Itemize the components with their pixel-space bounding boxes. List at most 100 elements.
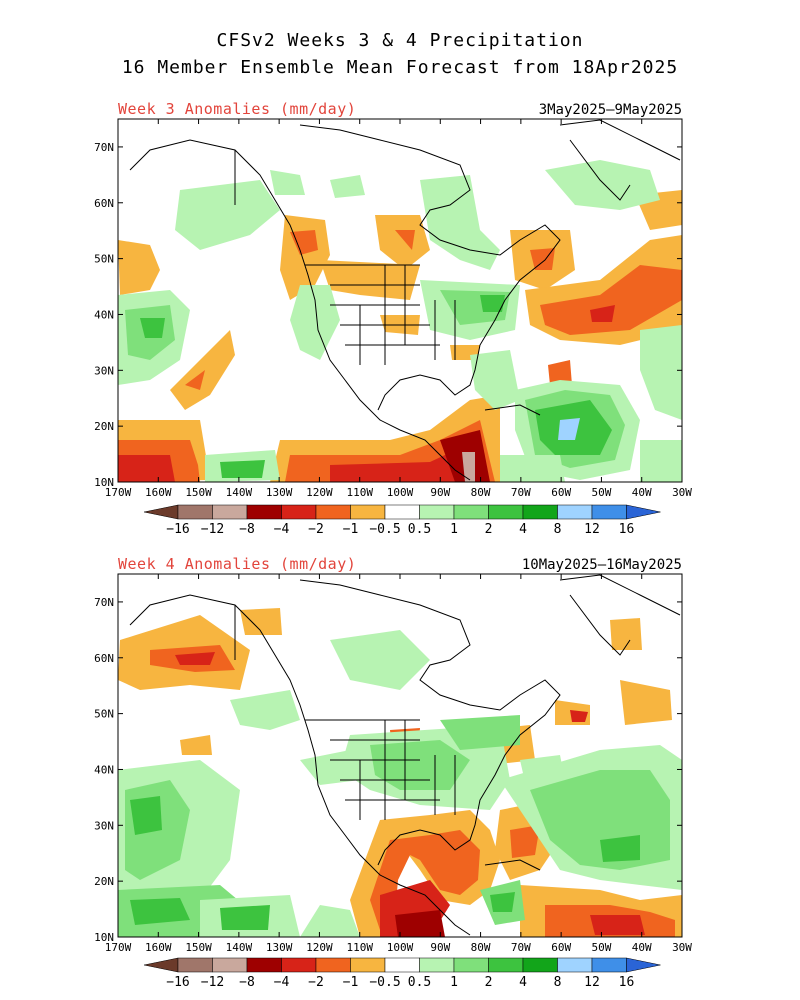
lon-label: 30W [672, 486, 692, 499]
week3-dates: 3May2025–9May2025 [538, 102, 682, 118]
lon-label: 110W [346, 941, 373, 954]
colorbar-swatch [315, 957, 351, 973]
week4-title: Week 4 Anomalies (mm/day) [118, 555, 357, 573]
colorbar-label: 16 [619, 522, 635, 537]
colorbar-label: −2 [308, 975, 324, 990]
colorbar-label: 4 [519, 522, 527, 537]
lon-label: 140W [226, 486, 253, 499]
week3-title: Week 3 Anomalies (mm/day) [118, 100, 357, 118]
week3-coastlines [129, 119, 681, 481]
lat-label: 60N [94, 652, 114, 665]
colorbar-label: 1 [450, 522, 458, 537]
colorbar-label: 2 [485, 522, 493, 537]
week4-coastlines [129, 574, 681, 936]
colorbar-label: 8 [554, 522, 562, 537]
lat-label: 40N [94, 763, 114, 776]
lon-label: 40W [632, 486, 652, 499]
lat-label: 60N [94, 197, 114, 210]
colorbar-arrow-left [143, 957, 179, 973]
colorbar-label: 8 [554, 975, 562, 990]
colorbar-swatch [453, 957, 489, 973]
lat-label: 70N [94, 596, 114, 609]
lat-label: 30N [94, 819, 114, 832]
colorbar-swatch [488, 957, 524, 973]
lon-label: 40W [632, 941, 652, 954]
week3-anomaly-fill [118, 160, 682, 482]
chart-title: CFSv2 Weeks 3 & 4 Precipitation [216, 30, 584, 51]
colorbar-swatch [557, 957, 593, 973]
colorbar-label: −8 [239, 522, 255, 537]
colorbar-label: −1 [343, 522, 359, 537]
week4-anomaly-fill [118, 608, 682, 937]
lon-label: 50W [591, 486, 611, 499]
lon-label: 170W [105, 941, 132, 954]
lon-label: 90W [430, 941, 450, 954]
colorbar-label: −0.5 [369, 522, 400, 537]
lat-label: 50N [94, 708, 114, 721]
lon-label: 120W [306, 486, 333, 499]
colorbar-label: −12 [201, 522, 224, 537]
colorbar-label: −4 [274, 522, 290, 537]
lon-label: 170W [105, 486, 132, 499]
week4-lat-axis: 70N 60N 50N 40N 30N 20N 10N [94, 596, 682, 944]
colorbar-swatch [246, 957, 282, 973]
colorbar-label: −8 [239, 975, 255, 990]
lon-label: 120W [306, 941, 333, 954]
colorbar-label: 1 [450, 975, 458, 990]
week3-colorbar: −16 −12 −8 −4 −2 −1 −0.5 0.5 1 2 4 8 12 16 [143, 504, 661, 537]
lat-label: 20N [94, 420, 114, 433]
colorbar-label: −12 [201, 975, 224, 990]
colorbar-label: −16 [166, 975, 189, 990]
lat-label: 40N [94, 308, 114, 321]
colorbar-label: −16 [166, 522, 189, 537]
week4-dates: 10May2025–16May2025 [521, 557, 682, 573]
week4-lon-axis: 170W 160W 150W 140W 130W 120W 110W 100W 90W 80W 70… [105, 574, 692, 954]
lon-label: 130W [266, 941, 293, 954]
lat-label: 50N [94, 253, 114, 266]
lon-label: 80W [471, 941, 491, 954]
lon-label: 50W [591, 941, 611, 954]
lat-label: 20N [94, 875, 114, 888]
colorbar-label: −0.5 [369, 975, 400, 990]
lat-label: 70N [94, 141, 114, 154]
week3-lon-axis: 170W 160W 150W 140W 130W 120W 110W 100W 90W 80W 70… [105, 119, 692, 499]
colorbar-label: 16 [619, 975, 635, 990]
lon-label: 160W [145, 486, 172, 499]
chart-subtitle: 16 Member Ensemble Mean Forecast from 18… [121, 57, 679, 78]
lat-label: 10N [94, 931, 114, 944]
colorbar-swatch [177, 957, 213, 973]
colorbar-label: 12 [584, 522, 600, 537]
lat-label: 30N [94, 364, 114, 377]
lon-label: 100W [387, 486, 414, 499]
colorbar-swatch [591, 957, 627, 973]
colorbar-swatch [350, 957, 386, 973]
colorbar-swatch [419, 957, 455, 973]
colorbar-swatch [212, 957, 248, 973]
lon-label: 160W [145, 941, 172, 954]
colorbar-label: 0.5 [408, 975, 431, 990]
colorbar-swatch [522, 957, 558, 973]
lon-label: 100W [387, 941, 414, 954]
lon-label: 70W [511, 941, 531, 954]
colorbar-label: −4 [274, 975, 290, 990]
colorbar-label: 4 [519, 975, 527, 990]
colorbar-label: −1 [343, 975, 359, 990]
colorbar-arrow-right [626, 957, 661, 973]
colorbar-label: −2 [308, 522, 324, 537]
lon-label: 90W [430, 486, 450, 499]
colorbar-label: 12 [584, 975, 600, 990]
colorbar-label: 0.5 [408, 522, 431, 537]
lon-label: 30W [672, 941, 692, 954]
lon-label: 60W [551, 941, 571, 954]
lon-label: 70W [511, 486, 531, 499]
colorbar-arrow-right [626, 504, 661, 520]
week4-colorbar: −16 −12 −8 −4 −2 −1 −0.5 0.5 1 2 4 8 12 16 [143, 957, 661, 990]
lon-label: 150W [185, 941, 212, 954]
lon-label: 80W [471, 486, 491, 499]
week3-lat-axis: 70N 60N 50N 40N 30N 20N 10N [94, 141, 682, 489]
colorbar-swatch [384, 957, 420, 973]
colorbar-label: 2 [485, 975, 493, 990]
lon-label: 60W [551, 486, 571, 499]
